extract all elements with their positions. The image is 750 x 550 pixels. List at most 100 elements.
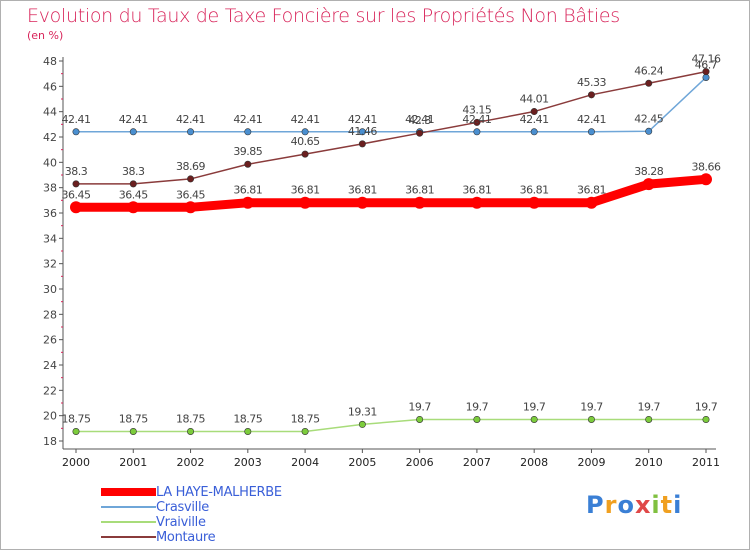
data-label-vraiville: 18.75 — [119, 413, 148, 426]
data-label-montaure: 46.24 — [634, 64, 663, 77]
legend-label-montaure: Montaure — [156, 530, 216, 545]
data-label-vraiville: 19.7 — [637, 400, 660, 413]
data-label-montaure: 42.3 — [408, 114, 431, 127]
data-label-vraiville: 18.75 — [291, 413, 320, 426]
data-point-crasville — [702, 73, 710, 81]
x-tick-label: 2003 — [234, 456, 262, 469]
data-point-crasville — [587, 128, 595, 136]
x-tick-label: 2008 — [520, 456, 548, 469]
data-label-la-haye-malherbe: 36.45 — [62, 188, 91, 201]
data-label-crasville: 42.41 — [291, 113, 320, 126]
data-label-montaure: 41.46 — [348, 125, 377, 138]
data-point-la-haye-malherbe — [413, 196, 426, 209]
data-label-la-haye-malherbe: 36.81 — [462, 184, 491, 197]
data-point-montaure — [187, 175, 195, 183]
x-tick-label: 2004 — [291, 456, 319, 469]
data-label-crasville: 42.41 — [577, 113, 606, 126]
data-label-montaure: 45.33 — [577, 76, 606, 89]
data-label-montaure: 38.3 — [122, 165, 145, 178]
y-tick-label: 40 — [43, 156, 57, 169]
chart-subtitle: (en %) — [27, 29, 64, 42]
y-tick-label: 46 — [43, 80, 57, 93]
y-tick-label: 22 — [43, 384, 57, 397]
y-tick-label: 42 — [43, 131, 57, 144]
legend-swatch-la-haye-malherbe — [101, 488, 156, 496]
y-tick-label: 34 — [43, 232, 57, 245]
data-point-montaure — [358, 140, 366, 148]
series-line-la-haye-malherbe — [71, 174, 711, 212]
data-label-la-haye-malherbe: 38.28 — [634, 165, 663, 178]
data-label-la-haye-malherbe: 36.45 — [176, 188, 205, 201]
series-line-vraiville — [75, 418, 707, 433]
data-point-vraiville — [587, 415, 595, 423]
x-tick-label: 2006 — [406, 456, 434, 469]
y-tick-label: 24 — [43, 359, 57, 372]
x-tick-label: 2000 — [62, 456, 90, 469]
data-point-crasville — [530, 128, 538, 136]
data-label-la-haye-malherbe: 36.81 — [291, 184, 320, 197]
x-tick-label: 2009 — [577, 456, 605, 469]
data-label-vraiville: 19.7 — [523, 400, 546, 413]
data-point-la-haye-malherbe — [528, 196, 541, 209]
logo-letter: P — [586, 491, 605, 519]
data-point-la-haye-malherbe — [70, 201, 82, 214]
data-point-vraiville — [72, 427, 80, 435]
x-tick-label: 2001 — [119, 456, 147, 469]
logo-letter: t — [660, 491, 674, 519]
chart-title: Evolution du Taux de Taxe Foncière sur l… — [27, 5, 620, 27]
legend-swatch-vraiville — [101, 521, 156, 523]
data-label-la-haye-malherbe: 36.81 — [520, 184, 549, 197]
y-tick-label: 28 — [43, 308, 57, 321]
data-label-crasville: 42.41 — [348, 113, 377, 126]
data-point-la-haye-malherbe — [470, 196, 483, 209]
data-label-la-haye-malherbe: 36.81 — [577, 184, 606, 197]
data-point-crasville — [244, 128, 252, 136]
data-point-crasville — [301, 128, 309, 136]
data-point-crasville — [473, 128, 481, 136]
data-label-la-haye-malherbe: 38.66 — [692, 160, 721, 173]
data-point-la-haye-malherbe — [184, 201, 197, 214]
data-point-montaure — [702, 68, 710, 76]
data-point-montaure — [301, 150, 309, 158]
data-point-crasville — [72, 128, 80, 136]
y-tick-label: 44 — [43, 106, 57, 119]
logo-letter: r — [604, 491, 618, 519]
data-label-la-haye-malherbe: 36.81 — [348, 184, 377, 197]
logo-letter: o — [617, 491, 635, 519]
data-label-crasville: 42.41 — [119, 113, 148, 126]
data-label-crasville: 42.41 — [405, 113, 434, 126]
data-point-montaure — [473, 118, 481, 126]
data-point-vraiville — [530, 415, 538, 423]
data-point-la-haye-malherbe — [585, 196, 598, 209]
data-point-montaure — [72, 180, 80, 188]
y-tick-label: 38 — [43, 182, 57, 195]
data-point-la-haye-malherbe — [241, 196, 254, 209]
data-label-vraiville: 19.7 — [580, 400, 603, 413]
data-label-vraiville: 19.7 — [466, 400, 489, 413]
data-label-vraiville: 19.7 — [695, 400, 718, 413]
legend-label-crasville: Crasville — [156, 500, 209, 515]
data-point-montaure — [530, 108, 538, 116]
data-label-crasville: 42.41 — [62, 113, 91, 126]
data-label-montaure: 40.65 — [291, 135, 320, 148]
proxiti-logo: Proxiti — [586, 491, 682, 519]
data-label-crasville: 46.7 — [695, 58, 718, 71]
x-tick-label: 2005 — [348, 456, 376, 469]
y-tick-label: 32 — [43, 258, 57, 271]
data-label-la-haye-malherbe: 36.81 — [233, 184, 262, 197]
data-label-vraiville: 18.75 — [176, 413, 205, 426]
data-label-vraiville: 18.75 — [62, 413, 91, 426]
logo-letter: x — [634, 491, 652, 519]
y-tick-label: 30 — [43, 283, 57, 296]
data-point-montaure — [129, 180, 137, 188]
data-label-montaure: 39.85 — [233, 145, 262, 158]
data-point-vraiville — [187, 427, 195, 435]
data-label-vraiville: 18.75 — [233, 413, 262, 426]
legend-label-la-haye-malherbe: LA HAYE-MALHERBE — [156, 485, 282, 500]
y-tick-label: 18 — [43, 435, 57, 448]
data-point-crasville — [129, 128, 137, 136]
x-tick-label: 2010 — [635, 456, 663, 469]
data-point-vraiville — [358, 420, 366, 428]
